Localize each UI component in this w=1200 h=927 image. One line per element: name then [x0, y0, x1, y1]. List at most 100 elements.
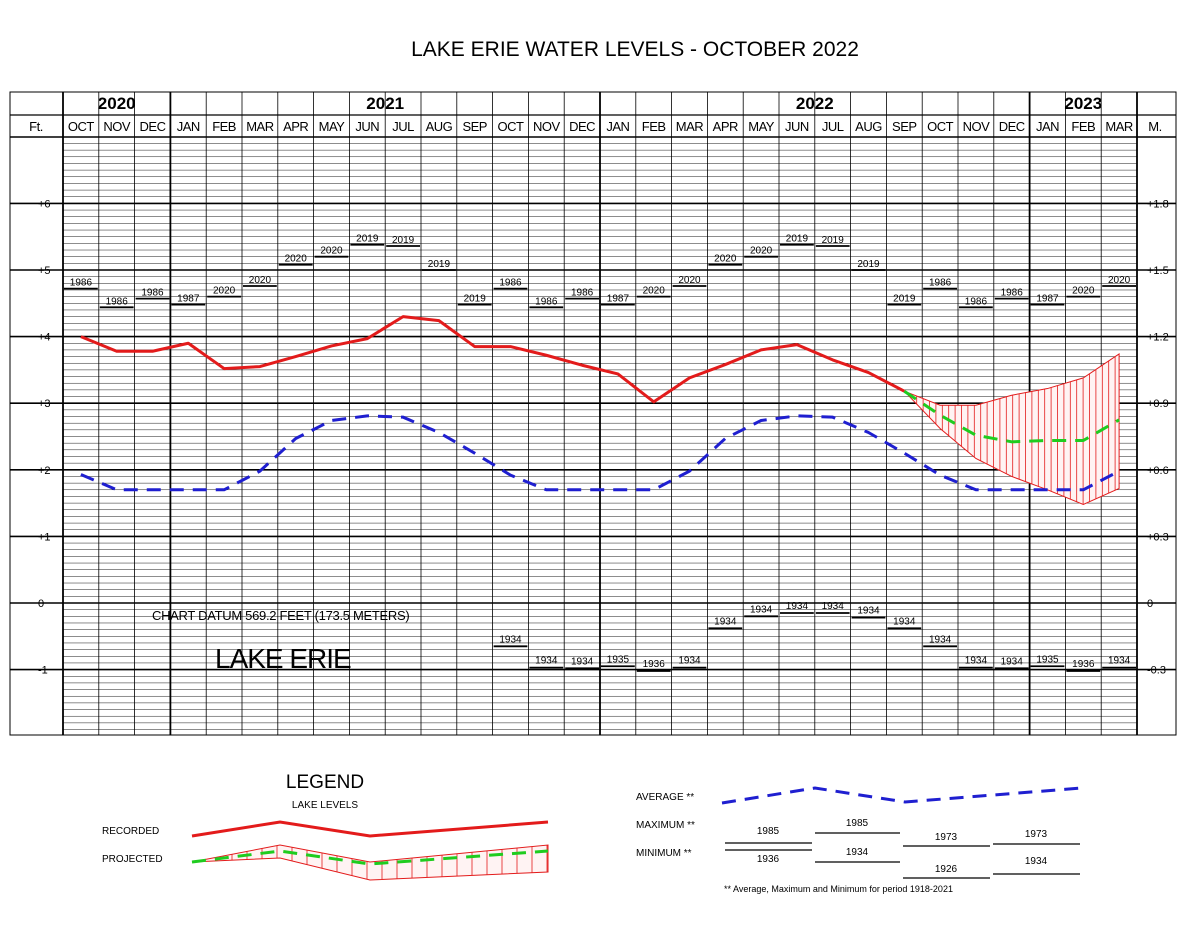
min-record-year: 1934 [893, 616, 916, 627]
month-label: DEC [569, 119, 595, 134]
month-label: MAR [246, 119, 274, 134]
left-tick-label: -1 [38, 665, 48, 677]
axes: +6 +5 +4 +3 +2 +1 0 -1 +1.8 +1.5 +1.2 +0.9 +0.6 +0.3 0… [38, 198, 1169, 676]
legend-min-year-1: 1936 [757, 854, 780, 865]
month-label: JAN [177, 119, 200, 134]
left-tick-label: +4 [38, 332, 51, 344]
month-label: OCT [498, 119, 525, 134]
max-record-year: 2020 [213, 286, 236, 297]
min-record-year: 1936 [1072, 659, 1095, 670]
right-tick-label: +1.8 [1147, 198, 1169, 210]
min-record-year: 1936 [643, 659, 666, 670]
min-record-year: 1934 [1001, 656, 1024, 667]
left-tick-label: +1 [38, 531, 51, 543]
max-record-year: 1986 [535, 296, 558, 307]
legend-projected-label: PROJECTED [102, 854, 163, 865]
month-label: JUN [355, 119, 379, 134]
max-record-year: 2020 [750, 246, 773, 257]
month-label: OCT [68, 119, 95, 134]
max-record-year: 1986 [1001, 288, 1024, 299]
max-record-year: 2019 [464, 294, 487, 305]
min-record-year: 1934 [965, 656, 988, 667]
month-label: MAR [676, 119, 704, 134]
max-record-year: 2020 [643, 286, 666, 297]
series-line-recorded [80, 315, 905, 404]
chart-datum-label: CHART DATUM 569.2 FEET (173.5 METERS) [152, 608, 409, 623]
year-label: 2022 [796, 94, 834, 113]
month-label: FEB [212, 119, 236, 134]
legend-min-year-2: 1934 [846, 847, 869, 858]
max-record-year: 2019 [428, 259, 451, 270]
legend-max-year-3: 1973 [935, 832, 958, 843]
max-record-year: 1986 [70, 278, 93, 289]
legend: LEGEND LAKE LEVELS RECORDED PROJECTED AV… [102, 772, 1083, 894]
min-record-year: 1934 [750, 604, 773, 615]
year-label: 2020 [98, 94, 136, 113]
max-record-year: 2019 [857, 259, 880, 270]
month-label: MAY [748, 119, 775, 134]
right-tick-label: +1.2 [1147, 332, 1169, 344]
max-record-year: 1986 [141, 288, 164, 299]
max-record-year: 2020 [285, 254, 308, 265]
legend-average-label: AVERAGE ** [636, 792, 694, 803]
right-tick-label: 0 [1147, 598, 1153, 610]
max-record-year: 2019 [392, 235, 415, 246]
month-label: NOV [533, 119, 561, 134]
legend-projected-band [191, 844, 549, 881]
chart-frame [9, 91, 1177, 736]
min-record-year: 1934 [1108, 656, 1131, 667]
max-record-year: 1986 [929, 278, 952, 289]
month-label: FEB [642, 119, 666, 134]
left-tick-label: 0 [38, 598, 44, 610]
right-tick-label: +0.9 [1147, 398, 1169, 410]
legend-recorded-line [191, 820, 549, 838]
max-record-year: 2020 [714, 254, 737, 265]
month-label: FEB [1071, 119, 1095, 134]
legend-average-line [721, 786, 1083, 805]
month-label: MAR [1105, 119, 1133, 134]
max-record-year: 2020 [249, 275, 272, 286]
max-record-year: 1986 [571, 288, 594, 299]
max-record-year: 1986 [106, 296, 129, 307]
legend-max-year-1: 1985 [757, 826, 780, 837]
chart-title: LAKE ERIE WATER LEVELS - OCTOBER 2022 [411, 38, 859, 61]
month-label: JAN [606, 119, 629, 134]
grid [10, 92, 1176, 735]
max-record-year: 2019 [822, 235, 845, 246]
min-record-year: 1934 [786, 601, 809, 612]
legend-max-year-2: 1985 [846, 818, 869, 829]
year-label: 2021 [366, 94, 404, 113]
max-record-year: 2020 [1072, 286, 1095, 297]
min-record-year: 1934 [714, 616, 737, 627]
max-record-year: 2019 [893, 294, 916, 305]
min-record-year: 1934 [857, 606, 880, 617]
month-label: NOV [963, 119, 991, 134]
month-label: SEP [462, 119, 487, 134]
legend-footnote: ** Average, Maximum and Minimum for peri… [724, 884, 953, 894]
legend-projected-swatch [191, 844, 549, 881]
month-label: JAN [1036, 119, 1059, 134]
month-label: JUL [392, 119, 414, 134]
series-line-average [80, 414, 1120, 492]
right-axis-unit: M. [1148, 119, 1161, 134]
right-tick-label: +1.5 [1147, 265, 1169, 277]
right-tick-label: +0.6 [1147, 465, 1169, 477]
month-label: APR [283, 119, 308, 134]
max-record-year: 2020 [1108, 275, 1131, 286]
series-line-projected [903, 389, 1120, 444]
month-label: APR [713, 119, 738, 134]
max-record-year: 1986 [965, 296, 988, 307]
series [80, 315, 1120, 505]
left-tick-label: +6 [38, 198, 51, 210]
min-record-year: 1935 [607, 654, 630, 665]
month-label: JUN [785, 119, 809, 134]
max-record-year: 1987 [177, 294, 200, 305]
max-record-year: 2020 [678, 275, 701, 286]
legend-minimum-label: MINIMUM ** [636, 848, 692, 859]
legend-min-year-3: 1926 [935, 864, 958, 875]
min-record-year: 1934 [822, 601, 845, 612]
month-label: OCT [927, 119, 954, 134]
month-label: NOV [103, 119, 131, 134]
record-levels: 1986 1986 1986 1987 2020 2020 2020 2020 2019 2019… [64, 234, 1136, 672]
legend-title: LEGEND [286, 772, 364, 793]
